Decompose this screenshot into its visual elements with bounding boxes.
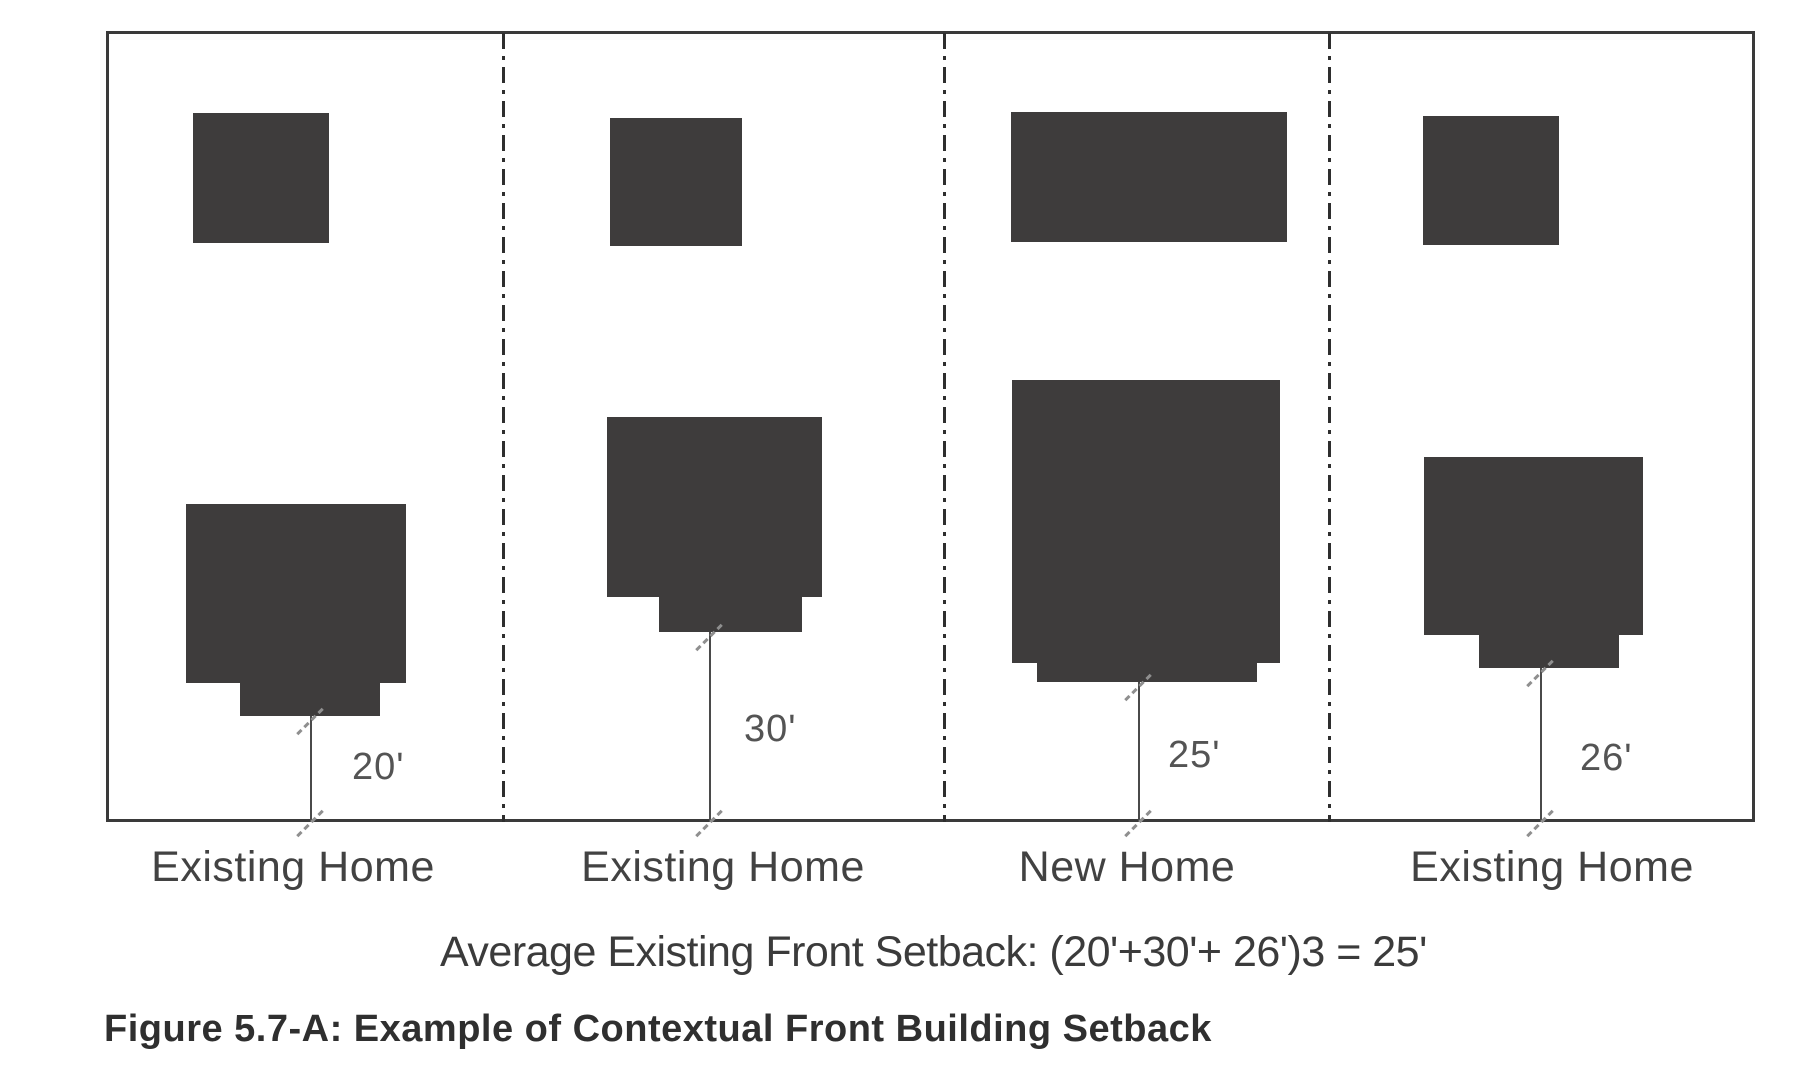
front-house-body-panel3	[1012, 380, 1280, 663]
lot-divider-line-3	[1328, 33, 1331, 822]
home-label-panel3: New Home	[1018, 843, 1236, 891]
rear-house-panel1	[193, 113, 329, 243]
front-house-porch-panel3	[1037, 663, 1257, 682]
front-house-body-panel4	[1424, 457, 1643, 635]
rear-house-panel2	[610, 118, 742, 246]
setback-value-panel1: 20'	[352, 746, 405, 788]
lot-divider-line-1	[502, 33, 505, 822]
front-house-body-panel2	[607, 417, 822, 597]
setback-value-panel3: 25'	[1168, 734, 1221, 776]
rear-house-panel4	[1423, 116, 1559, 245]
front-house-porch-panel1	[240, 683, 380, 716]
setback-line-panel3	[1138, 682, 1140, 822]
home-label-panel4: Existing Home	[1410, 843, 1694, 891]
front-house-porch-panel2	[659, 597, 802, 632]
average-setback-formula: Average Existing Front Setback: (20'+30'…	[440, 928, 1427, 976]
setback-line-panel1	[310, 716, 312, 822]
front-house-porch-panel4	[1479, 635, 1619, 668]
setback-line-panel4	[1540, 668, 1542, 822]
home-label-panel2: Existing Home	[581, 843, 865, 891]
front-house-body-panel1	[186, 504, 406, 683]
setback-value-panel2: 30'	[744, 708, 797, 750]
figure-caption: Figure 5.7-A: Example of Contextual Fron…	[104, 1008, 1212, 1050]
setback-line-panel2	[709, 632, 711, 822]
setback-value-panel4: 26'	[1580, 737, 1633, 779]
home-label-panel1: Existing Home	[151, 843, 435, 891]
rear-house-panel3	[1011, 112, 1287, 242]
lot-divider-line-2	[943, 33, 946, 822]
